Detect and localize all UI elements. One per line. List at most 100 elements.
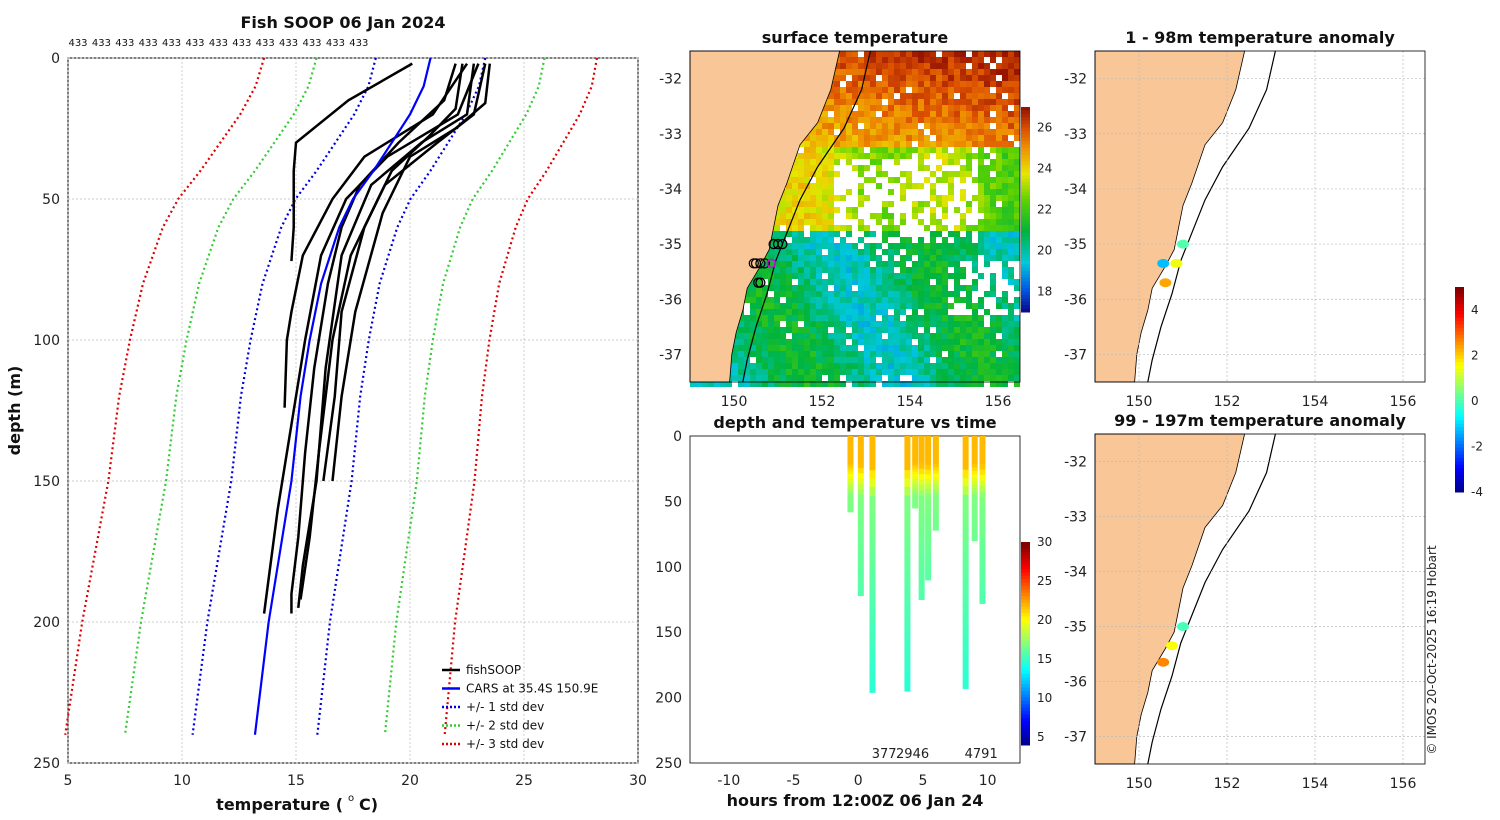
sst-pixel (912, 129, 918, 135)
sst-pixel (858, 351, 864, 357)
sst-pixel (1002, 81, 1008, 87)
cast-segment (918, 517, 925, 524)
sst-pixel (996, 117, 1002, 123)
sst-pixel (810, 339, 816, 345)
sst-pixel (876, 285, 882, 291)
sst-pixel (774, 231, 780, 237)
sst-pixel (822, 117, 828, 123)
sst-pixel (912, 201, 918, 207)
colorbar-segment (1021, 731, 1030, 736)
sst-pixel (1014, 111, 1020, 117)
colorbar-tick-label: 10 (1037, 691, 1052, 705)
cast-segment (904, 436, 911, 446)
sst-pixel (1008, 195, 1014, 201)
sst-pixel (924, 345, 930, 351)
sst-pixel (1008, 93, 1014, 99)
sst-pixel (804, 201, 810, 207)
sst-pixel (996, 99, 1002, 105)
colorbar-tick-label: 2 (1471, 348, 1479, 362)
cast-segment (932, 486, 939, 490)
sst-pixel (960, 225, 966, 231)
sst-pixel (918, 237, 924, 243)
sst-pixel (978, 135, 984, 141)
sst-pixel (774, 273, 780, 279)
sst-pixel (846, 123, 852, 129)
cast-segment (932, 508, 939, 512)
sst-pixel (966, 135, 972, 141)
sst-pixel (960, 135, 966, 141)
cast-segment (869, 521, 876, 531)
sst-pixel (894, 57, 900, 63)
colorbar-tick-label: -2 (1471, 439, 1483, 453)
sst-pixel (924, 165, 930, 171)
sst-pixel (960, 237, 966, 243)
sst-pixel (906, 381, 912, 387)
sst-pixel (798, 171, 804, 177)
sst-pixel (1014, 93, 1020, 99)
colorbar-segment (1021, 738, 1030, 743)
sst-pixel (834, 75, 840, 81)
sst-pixel (918, 117, 924, 123)
sst-pixel (1002, 99, 1008, 105)
sst-pixel (942, 153, 948, 159)
sst-pixel (822, 207, 828, 213)
sst-pixel (984, 201, 990, 207)
colorbar-segment (1021, 219, 1030, 224)
sst-pixel (912, 87, 918, 93)
cast-count-label: 433 (115, 38, 134, 49)
sst-pixel (990, 375, 996, 381)
cast-segment (904, 580, 911, 590)
sst-pixel (840, 111, 846, 117)
cast-segment (857, 574, 864, 581)
cast-segment (847, 506, 854, 510)
sst-pixel (792, 207, 798, 213)
sst-pixel (864, 81, 870, 87)
sst-pixel (876, 309, 882, 315)
cast-segment (918, 446, 925, 453)
colorbar-segment (1021, 192, 1030, 197)
sst-pixel (1002, 303, 1008, 309)
sst-pixel (990, 369, 996, 375)
sst-pixel (798, 177, 804, 183)
sst-pixel (960, 345, 966, 351)
sst-pixel (978, 351, 984, 357)
sst-pixel (882, 321, 888, 327)
sst-pixel (888, 351, 894, 357)
sst-pixel (858, 339, 864, 345)
sst-pixel (816, 327, 822, 333)
sst-pixel (798, 273, 804, 279)
sst-pixel (960, 99, 966, 105)
x-tick-label: -5 (787, 773, 801, 789)
sst-pixel (870, 339, 876, 345)
sst-pixel (900, 171, 906, 177)
sst-pixel (810, 183, 816, 189)
sst-pixel (882, 357, 888, 363)
sst-pixel (942, 369, 948, 375)
station-marker (755, 277, 766, 288)
colorbar-segment (1455, 403, 1464, 408)
sst-pixel (828, 129, 834, 135)
y-tick-label: -34 (1064, 565, 1087, 581)
cast-segment (925, 469, 932, 475)
sst-pixel (924, 225, 930, 231)
sst-pixel (774, 351, 780, 357)
colorbar-segment (1021, 548, 1030, 553)
sst-pixel (984, 291, 990, 297)
sst-pixel (918, 147, 924, 153)
sst-pixel (840, 333, 846, 339)
sst-pixel (738, 327, 744, 333)
sst-pixel (936, 123, 942, 129)
sst-pixel (870, 63, 876, 69)
sst-pixel (900, 327, 906, 333)
sst-pixel (834, 255, 840, 261)
sst-pixel (816, 279, 822, 285)
x-tick-label: 154 (1302, 394, 1329, 410)
cast-segment (847, 446, 854, 450)
sst-pixel (942, 327, 948, 333)
colorbar-segment (1455, 457, 1464, 462)
colorbar-segment (1021, 195, 1030, 200)
y-tick-label: -32 (1064, 72, 1087, 88)
sst-pixel (894, 375, 900, 381)
sst-pixel (906, 81, 912, 87)
sst-pixel (876, 81, 882, 87)
